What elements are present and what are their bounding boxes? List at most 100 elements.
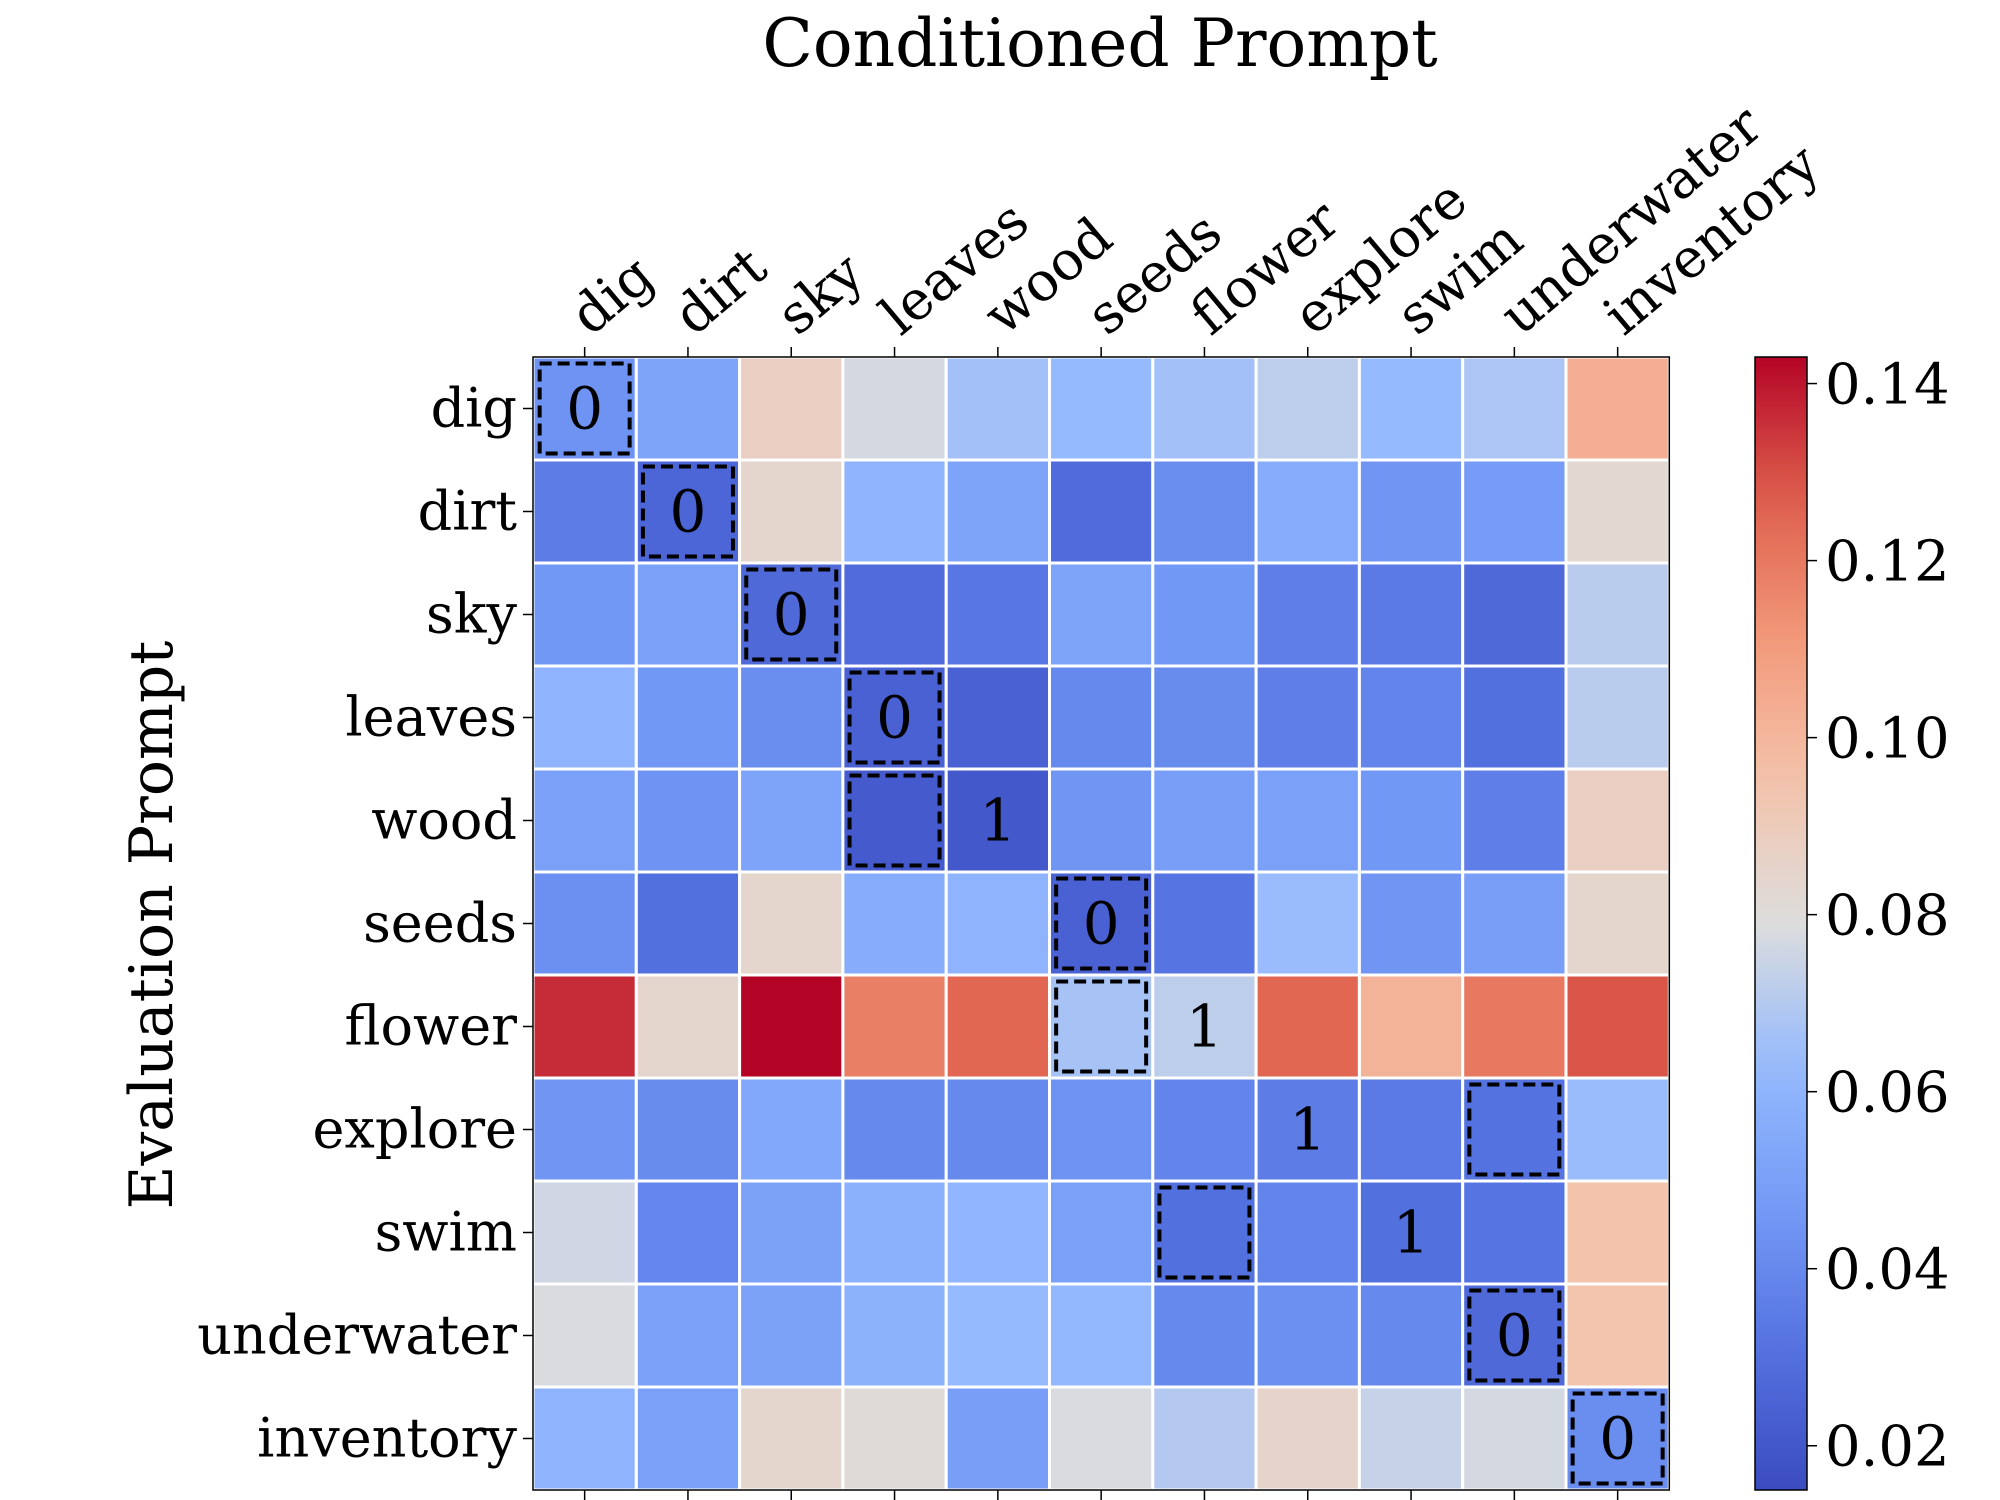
heatmap-cell <box>1564 973 1671 1080</box>
heatmap-cell <box>1564 458 1671 565</box>
heatmap-cell <box>531 1282 638 1389</box>
heatmap-cell <box>944 1282 1052 1389</box>
dashed-box-marker <box>847 773 942 868</box>
heatmap-cell <box>1254 870 1361 977</box>
plot-frame <box>532 356 1671 1491</box>
heatmap-cell <box>1357 1282 1465 1389</box>
cell-annotation-label: 1 <box>1393 1199 1430 1267</box>
colorbar-tick-label: 0.02 <box>1825 1415 1950 1480</box>
heatmap-cell <box>1048 870 1155 977</box>
heatmap-cell <box>1357 561 1465 668</box>
heatmap-cell <box>738 973 845 1080</box>
heatmap-cell <box>1151 1282 1258 1389</box>
y-tick-label: inventory <box>257 1407 517 1470</box>
dashed-box-marker <box>1054 876 1149 971</box>
cell-annotation-label: 1 <box>979 787 1016 855</box>
heatmap-cell <box>1461 664 1568 771</box>
heatmap-cell <box>1357 1179 1465 1286</box>
heatmap-cell <box>1461 1076 1568 1183</box>
heatmap-cell <box>1151 1385 1258 1492</box>
heatmap-cell <box>944 561 1052 668</box>
heatmap-cell <box>1048 1385 1155 1492</box>
heatmap-cell <box>634 1385 742 1492</box>
heatmap-cell <box>1461 1385 1568 1492</box>
heatmap-cell <box>1357 973 1465 1080</box>
heatmap-cell <box>738 355 845 462</box>
heatmap-cell <box>1151 870 1258 977</box>
colorbar-tick-label: 0.06 <box>1825 1061 1950 1126</box>
heatmap-cell <box>531 664 638 771</box>
dashed-box-marker <box>1157 1185 1252 1280</box>
heatmap-cell <box>1564 355 1671 462</box>
heatmap-cell <box>738 1282 845 1389</box>
heatmap-cell <box>634 1076 742 1183</box>
heatmap-cell <box>1564 767 1671 874</box>
y-tick-label: underwater <box>197 1304 517 1367</box>
heatmap-cell <box>1254 355 1361 462</box>
heatmap-cell <box>944 664 1052 771</box>
colorbar-tick-label: 0.12 <box>1825 530 1950 595</box>
y-tick-label: dig <box>431 377 517 440</box>
colorbar: 0.02 0.04 0.06 0.08 0.10 0.12 0.14 <box>1754 353 1950 1491</box>
heatmap-cell <box>1048 355 1155 462</box>
heatmap-cells <box>531 355 1671 1492</box>
y-tick-label: seeds <box>363 892 517 955</box>
colorbar-scale <box>1754 356 1808 1491</box>
dashed-box-marker <box>1467 1288 1562 1383</box>
heatmap-cell <box>1254 767 1361 874</box>
heatmap-cell <box>634 1179 742 1286</box>
cell-annotation-label: 0 <box>773 581 810 649</box>
heatmap-cell <box>841 664 948 771</box>
heatmap-cell <box>531 1179 638 1286</box>
dashed-box-marker <box>1467 1082 1562 1177</box>
heatmap-cell <box>1564 1282 1671 1389</box>
cell-annotation-label: 0 <box>566 375 603 443</box>
heatmap-cell <box>634 561 742 668</box>
heatmap-cell <box>1048 664 1155 771</box>
y-tick-label: wood <box>371 789 517 852</box>
heatmap-cell <box>1151 561 1258 668</box>
colorbar-tick-label: 0.04 <box>1825 1238 1950 1303</box>
heatmap-cell <box>1151 767 1258 874</box>
heatmap-cell <box>1254 1282 1361 1389</box>
cell-annotation-label: 0 <box>1599 1405 1636 1473</box>
colorbar-tick-label: 0.10 <box>1825 707 1950 772</box>
dashed-box-marker <box>847 670 942 765</box>
heatmap-cell <box>841 561 948 668</box>
heatmap-cell <box>738 767 845 874</box>
heatmap-cell <box>841 767 948 874</box>
y-tick-label: explore <box>312 1098 517 1161</box>
x-tick-label: dirt <box>662 235 779 347</box>
heatmap-cell <box>1357 458 1465 565</box>
heatmap-cell <box>1564 1076 1671 1183</box>
dashed-box-marker <box>537 361 632 456</box>
heatmap-cell <box>634 870 742 977</box>
x-tick-label: sky <box>765 240 876 347</box>
heatmap-cell <box>841 1179 948 1286</box>
heatmap-cell <box>944 1076 1052 1183</box>
y-axis-ticks: dig dirt sky leaves wood seeds flower explore sw… <box>197 377 533 1470</box>
heatmap-cell <box>1254 458 1361 565</box>
heatmap-cell <box>1564 1385 1671 1492</box>
heatmap-cell <box>1048 973 1155 1080</box>
cell-annotation-label: 0 <box>669 478 706 546</box>
heatmap-cell <box>1357 1385 1465 1492</box>
heatmap-cell <box>531 870 638 977</box>
heatmap-cell <box>634 1282 742 1389</box>
heatmap-cell <box>634 664 742 771</box>
heatmap-cell <box>1564 870 1671 977</box>
heatmap-cell <box>1254 973 1361 1080</box>
y-tick-label: dirt <box>418 480 518 543</box>
heatmap-cell <box>1461 355 1568 462</box>
heatmap-cell <box>1357 870 1465 977</box>
heatmap-cell <box>738 870 845 977</box>
heatmap-cell <box>1461 561 1568 668</box>
cell-annotation-label: 1 <box>1186 993 1223 1061</box>
heatmap-cell <box>1151 1179 1258 1286</box>
heatmap-cell <box>841 1076 948 1183</box>
heatmap-cell <box>1151 458 1258 565</box>
heatmap-cell <box>1461 1179 1568 1286</box>
heatmap-cell <box>944 355 1052 462</box>
heatmap-cell <box>634 973 742 1080</box>
